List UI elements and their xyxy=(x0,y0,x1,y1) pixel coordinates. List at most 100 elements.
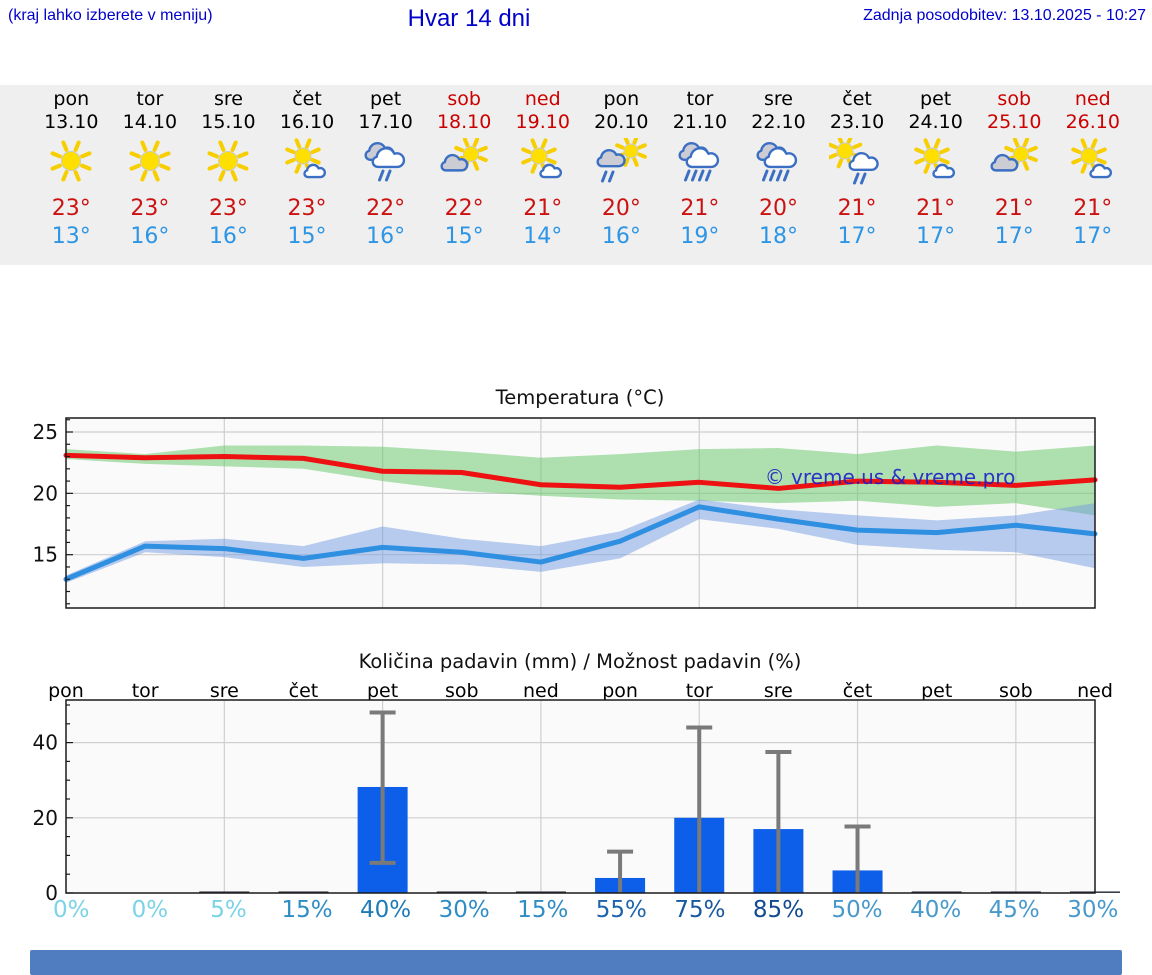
day-date: 19.10 xyxy=(515,111,570,133)
day-low-temp: 15° xyxy=(444,224,484,249)
day-low-temp: 13° xyxy=(51,224,91,249)
day-date: 25.10 xyxy=(987,111,1042,133)
day-column: tor 21.10 21° 19° xyxy=(661,88,740,251)
day-name: sre xyxy=(213,88,243,110)
precip-probability-row: 0% 0% 5% 15% 40% 30% 15% 55% 75% 85% 50% 40% 45% 30% xyxy=(32,893,1132,927)
precip-probability: 15% xyxy=(281,897,333,923)
page-title: Hvar 14 dni xyxy=(407,5,531,32)
weather-icon-slot xyxy=(425,138,504,192)
precip-ytick: 40 xyxy=(33,731,58,755)
precip-day-label: pet xyxy=(921,680,952,702)
sun-icon xyxy=(50,140,92,182)
precip-probability: 40% xyxy=(360,897,412,923)
day-column: pet 24.10 21° 17° xyxy=(896,88,975,251)
day-high-temp: 22° xyxy=(444,196,484,221)
temperature-chart: Temperatura (°C) © vreme.us & vreme.pro 15… xyxy=(33,386,1098,609)
day-column: sre 22.10 20° 18° xyxy=(739,88,818,251)
weather-icon-slot xyxy=(189,138,268,192)
day-name: ned xyxy=(1074,88,1111,110)
day-name: sob xyxy=(997,88,1032,110)
day-name: pon xyxy=(53,88,90,110)
temp-chart-title: Temperatura (°C) xyxy=(495,386,665,409)
precip-probability: 5% xyxy=(210,897,247,923)
day-column: ned 19.10 21° 14° xyxy=(503,88,582,251)
precip-ytick: 0 xyxy=(45,881,58,905)
day-low-temp: 17° xyxy=(837,224,877,249)
day-name: čet xyxy=(842,88,872,110)
weather-icon-slot xyxy=(896,138,975,192)
precip-chart-title: Količina padavin (mm) / Možnost padavin … xyxy=(359,650,802,673)
sun-gray-cloud-icon xyxy=(440,138,488,172)
precip-bar xyxy=(199,891,250,893)
precip-bar xyxy=(990,891,1041,893)
day-column: tor 14.10 23° 16° xyxy=(111,88,190,251)
precip-probability: 0% xyxy=(53,897,90,923)
day-column: ned 26.10 21° 17° xyxy=(1054,88,1133,251)
precip-probability: 85% xyxy=(752,897,805,923)
day-high-temp: 20° xyxy=(601,196,641,221)
day-date: 22.10 xyxy=(751,111,806,133)
weather-icon-slot xyxy=(818,138,897,192)
footer-bar xyxy=(30,950,1122,975)
precip-day-label: čet xyxy=(843,680,873,702)
day-column: pet 17.10 22° 16° xyxy=(346,88,425,251)
weather-icon-slot xyxy=(739,138,818,192)
precip-day-label: tor xyxy=(686,680,713,702)
day-low-temp: 14° xyxy=(523,224,563,249)
day-name: tor xyxy=(136,88,164,110)
day-date: 21.10 xyxy=(672,111,728,133)
temp-ytick: 20 xyxy=(33,481,58,505)
day-low-temp: 16° xyxy=(130,224,170,249)
precip-ytick: 20 xyxy=(33,806,58,830)
day-low-temp: 19° xyxy=(680,224,720,249)
min-temperature-band xyxy=(66,499,1095,583)
day-column: čet 16.10 23° 15° xyxy=(268,88,347,251)
day-date: 15.10 xyxy=(201,111,256,133)
sun-icon xyxy=(129,140,171,182)
day-high-temp: 21° xyxy=(994,196,1034,221)
day-high-temp: 21° xyxy=(523,196,563,221)
precip-bar xyxy=(515,891,566,893)
day-column: pon 20.10 20° 16° xyxy=(582,88,661,251)
weather-icon-slot xyxy=(1054,138,1133,192)
precip-bar xyxy=(278,891,329,893)
clouds-rain-2-icon xyxy=(364,141,405,182)
precip-day-label: ned xyxy=(523,680,559,702)
sun-gray-cloud-rain-2-icon xyxy=(596,138,648,183)
weather-icon-slot xyxy=(268,138,347,192)
precip-day-label: pon xyxy=(602,680,638,702)
sun-cloud-rain-2-icon xyxy=(829,138,879,185)
precip-probability: 30% xyxy=(438,897,490,923)
day-low-temp: 16° xyxy=(366,224,406,249)
precip-probability: 40% xyxy=(910,897,962,923)
precip-day-label: čet xyxy=(289,680,319,702)
day-column: pon 13.10 23° 13° xyxy=(32,88,111,251)
day-high-temp: 22° xyxy=(366,196,406,221)
sun-icon xyxy=(207,140,249,182)
weather-icon-slot xyxy=(32,138,111,192)
precip-probability: 30% xyxy=(1067,897,1119,923)
weather-icon-slot xyxy=(346,138,425,192)
day-date: 16.10 xyxy=(279,111,335,133)
day-date: 17.10 xyxy=(358,111,413,133)
day-name: tor xyxy=(686,88,714,110)
day-date: 20.10 xyxy=(594,111,649,133)
precip-day-label: sob xyxy=(999,680,1033,702)
day-column: sre 15.10 23° 16° xyxy=(189,88,268,251)
precip-day-label: pet xyxy=(367,680,398,702)
precip-probability: 0% xyxy=(131,897,169,923)
day-low-temp: 16° xyxy=(601,224,641,249)
precipitation-chart: Količina padavin (mm) / Možnost padavin … xyxy=(33,650,1120,905)
weather-icon-slot xyxy=(661,138,740,192)
precip-bar xyxy=(436,891,487,893)
temp-ytick: 15 xyxy=(33,543,58,567)
day-high-temp: 23° xyxy=(51,196,91,221)
day-low-temp: 17° xyxy=(1073,224,1113,249)
day-name: čet xyxy=(292,88,322,110)
day-high-temp: 21° xyxy=(680,196,720,221)
last-update-label: Zadnja posodobitev: 13.10.2025 - 10:27 xyxy=(863,7,1146,24)
clouds-rain-4-icon xyxy=(678,141,720,182)
temp-ytick: 25 xyxy=(33,420,58,444)
day-high-temp: 21° xyxy=(916,196,956,221)
menu-hint: (kraj lahko izberete v meniju) xyxy=(8,7,213,24)
